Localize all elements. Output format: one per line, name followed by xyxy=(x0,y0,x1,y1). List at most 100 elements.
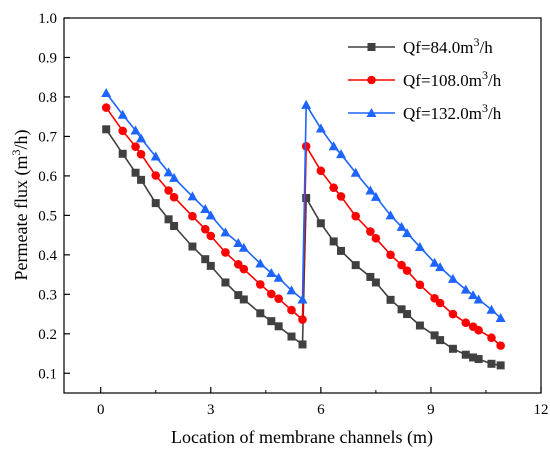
series-2-point-6 xyxy=(169,172,180,182)
series-1-point-28 xyxy=(415,280,425,290)
series-2-point-10 xyxy=(220,227,231,237)
series-1-point-4 xyxy=(151,171,161,180)
series-1-point-10 xyxy=(221,248,230,257)
series-1-point-3 xyxy=(136,149,146,159)
series-1-point-8 xyxy=(200,224,210,234)
y-tick-label-6: 0.7 xyxy=(38,129,57,145)
series-1-point-0 xyxy=(101,103,111,112)
x-tick-label-1: 3 xyxy=(207,402,215,418)
series-0-point-7 xyxy=(188,242,197,251)
series-1-point-14 xyxy=(267,289,276,299)
series-2-point-26 xyxy=(396,221,407,231)
series-1-point-36 xyxy=(496,341,505,350)
series-2-point-33 xyxy=(468,290,479,300)
x-tick-label-3: 9 xyxy=(427,402,435,418)
series-1-point-5 xyxy=(164,186,173,195)
y-tick-label-9: 1.0 xyxy=(38,11,57,27)
series-0-point-29 xyxy=(430,331,439,340)
series-0-point-21 xyxy=(337,246,346,255)
y-tick-label-7: 0.8 xyxy=(38,90,57,106)
series-2-point-34 xyxy=(473,294,484,304)
y-tick-label-0: 0.1 xyxy=(38,366,57,382)
series-1-point-23 xyxy=(366,227,375,236)
series-0-point-6 xyxy=(170,222,179,231)
series-2-point-8 xyxy=(200,204,211,214)
legend: Qf=84.0m3/h Qf=108.0m3/h Qf=132.0m3/h xyxy=(348,35,502,123)
series-2-point-3 xyxy=(136,133,147,143)
series-2-point-5 xyxy=(163,167,174,177)
y-axis-title: Permeate flux (m3/h) xyxy=(9,130,32,281)
series-2-point-24 xyxy=(370,191,381,201)
series-0-point-26 xyxy=(397,305,406,314)
series-0 xyxy=(102,125,505,370)
series-2-point-4 xyxy=(150,151,161,161)
series-0-point-27 xyxy=(403,310,412,319)
series-0-point-2 xyxy=(131,168,140,177)
series-0-point-13 xyxy=(256,309,265,318)
x-tick-label-2: 6 xyxy=(317,402,325,418)
series-1-point-31 xyxy=(448,309,458,319)
legend-marker-1 xyxy=(367,75,376,85)
y-tick-label-2: 0.3 xyxy=(38,287,57,303)
series-1-point-12 xyxy=(239,264,249,274)
x-tick-label-4: 12 xyxy=(534,402,549,418)
series-0-point-1 xyxy=(118,149,127,158)
series-2-point-13 xyxy=(255,258,266,268)
series-0-point-11 xyxy=(234,291,243,300)
series-1-point-22 xyxy=(351,211,361,221)
series-1-point-9 xyxy=(206,231,216,241)
legend-marker-0 xyxy=(367,43,376,51)
series-2-point-18 xyxy=(301,99,312,109)
series-1-point-2 xyxy=(131,142,140,151)
y-tick-label-4: 0.5 xyxy=(38,208,57,224)
series-2-point-15 xyxy=(273,272,284,282)
series-1-point-17 xyxy=(298,315,307,324)
series-2-point-35 xyxy=(486,304,497,314)
series-0-point-19 xyxy=(316,219,325,228)
series-0-point-17 xyxy=(298,340,307,349)
series-2-point-19 xyxy=(315,123,326,133)
series-0-point-22 xyxy=(351,261,360,270)
series-0-point-12 xyxy=(239,295,248,304)
series-0-point-3 xyxy=(137,175,146,184)
series-2-point-30 xyxy=(435,262,446,272)
x-tick-label-0: 0 xyxy=(97,402,105,418)
series-0-point-5 xyxy=(164,215,173,224)
series-1-point-30 xyxy=(435,298,445,308)
series-1-point-7 xyxy=(188,211,197,221)
series-2-point-28 xyxy=(414,241,425,251)
series-2-point-31 xyxy=(447,273,458,283)
series-0-point-33 xyxy=(469,353,478,362)
series-2-point-22 xyxy=(350,167,361,177)
series-0-point-31 xyxy=(448,344,457,353)
series-2-point-2 xyxy=(130,125,141,135)
series-2-point-25 xyxy=(385,210,396,220)
series-0-point-10 xyxy=(221,278,230,287)
plot-area-frame xyxy=(63,17,542,394)
series-0-point-36 xyxy=(496,361,505,370)
series-2-point-23 xyxy=(365,185,376,195)
series-0-point-24 xyxy=(371,278,380,287)
series-0-point-9 xyxy=(206,261,215,270)
series-1-point-20 xyxy=(329,183,338,193)
y-tick-label-1: 0.2 xyxy=(38,327,57,343)
series-0-point-23 xyxy=(366,272,375,281)
series-2 xyxy=(101,88,506,322)
series-0-point-8 xyxy=(201,255,210,264)
series-0-point-32 xyxy=(461,350,470,359)
series-2-point-17 xyxy=(297,294,308,304)
series-0-point-25 xyxy=(386,295,395,304)
series-2-point-20 xyxy=(328,141,339,151)
series-0-point-15 xyxy=(274,322,283,331)
series-1-point-24 xyxy=(371,233,381,243)
series-2-point-14 xyxy=(266,268,277,277)
series-0-point-35 xyxy=(487,359,496,368)
series-1-point-21 xyxy=(336,192,346,201)
series-2-point-0 xyxy=(101,88,112,97)
legend-label-2: Qf=132.0m3/h xyxy=(403,101,502,123)
series-1-point-25 xyxy=(386,250,395,260)
series-0-point-28 xyxy=(415,321,424,330)
series-2-point-11 xyxy=(233,238,244,247)
